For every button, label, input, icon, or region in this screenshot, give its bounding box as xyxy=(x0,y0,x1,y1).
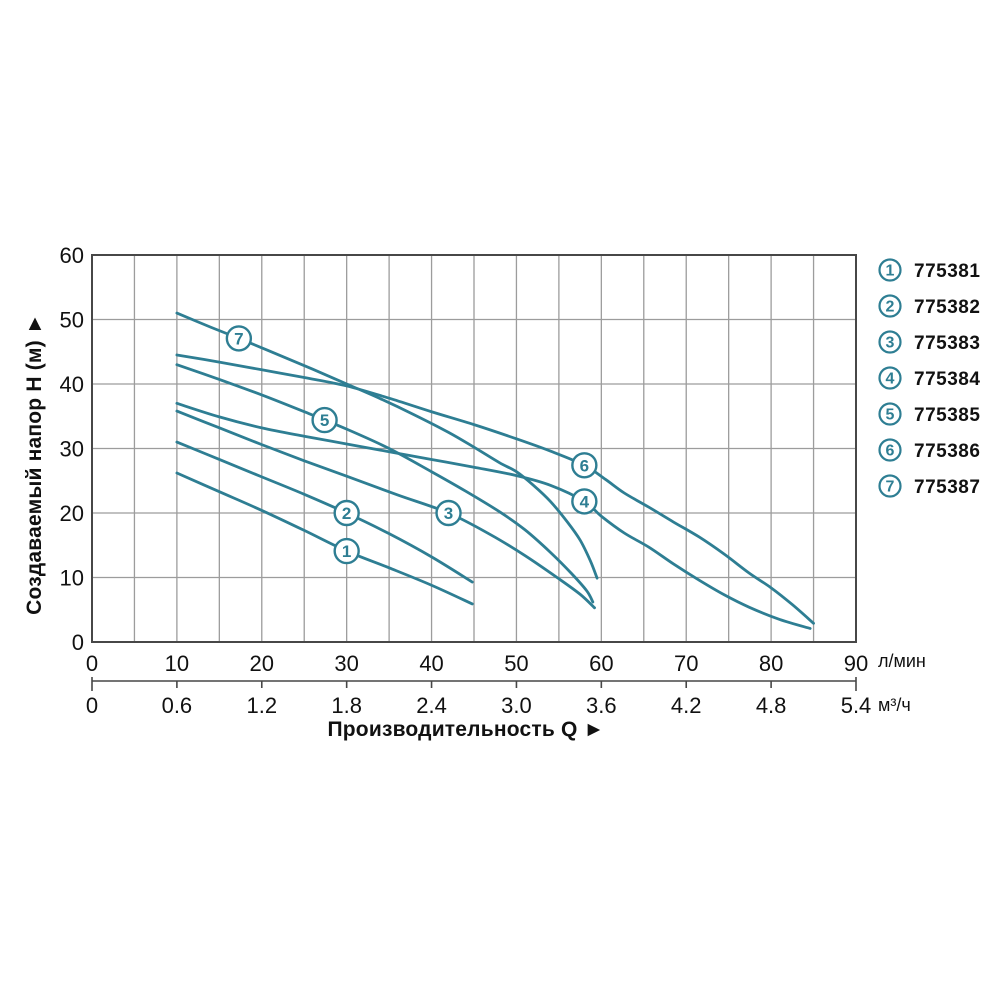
x-tick-0: 0 xyxy=(86,651,98,676)
y-tick-20: 20 xyxy=(60,501,84,526)
x-tick-20: 20 xyxy=(250,651,274,676)
legend-number-6: 6 xyxy=(886,443,895,460)
y-tick-30: 30 xyxy=(60,437,84,462)
legend-circle-2 xyxy=(878,294,902,318)
x2-tick-1.2: 1.2 xyxy=(246,693,277,718)
legend: 1 775381 2 775382 3 775383 4 775384 5 775385 6 7753… xyxy=(878,258,980,498)
legend-model-775387: 775387 xyxy=(914,477,980,498)
x-axis-title: Производительность Q ► xyxy=(327,718,605,741)
curve-label-circle-2 xyxy=(333,499,360,527)
curve-label-4: 4 xyxy=(571,488,598,515)
y-axis-ticks: 0 10 20 30 40 50 60 xyxy=(60,243,84,655)
curve-label-6: 6 xyxy=(571,452,598,479)
x-tick-60: 60 xyxy=(589,651,613,676)
x2-tick-3.0: 3.0 xyxy=(501,693,532,718)
legend-number-1: 1 xyxy=(886,263,895,280)
curve-775384 xyxy=(175,401,812,630)
curve-label-number-1: 1 xyxy=(342,542,351,561)
y-tick-10: 10 xyxy=(60,566,84,591)
legend-circle-3 xyxy=(878,330,902,354)
curve-775386 xyxy=(175,353,815,625)
legend-item-775382: 2 775382 xyxy=(878,294,980,318)
x-tick-90: 90 xyxy=(844,651,868,676)
curve-label-circle-6 xyxy=(571,452,598,479)
y-tick-50: 50 xyxy=(60,308,84,333)
x-axis-secondary-unit-label: м³/ч xyxy=(878,695,911,715)
x2-tick-0: 0 xyxy=(86,693,98,718)
legend-model-775386: 775386 xyxy=(914,441,980,462)
legend-model-775384: 775384 xyxy=(914,369,980,390)
x2-tick-0.6: 0.6 xyxy=(162,693,193,718)
curve-label-2: 2 xyxy=(333,499,360,527)
curve-label-number-7: 7 xyxy=(234,329,243,348)
curve-label-circle-3 xyxy=(435,499,462,527)
curve-775381 xyxy=(175,471,474,606)
x-tick-30: 30 xyxy=(334,651,358,676)
legend-circle-5 xyxy=(878,402,902,426)
legend-number-2: 2 xyxy=(886,299,895,316)
x2-tick-1.8: 1.8 xyxy=(331,693,362,718)
curve-label-number-4: 4 xyxy=(580,492,590,511)
curve-label-circle-4 xyxy=(571,488,598,515)
curves xyxy=(175,311,815,630)
x2-tick-2.4: 2.4 xyxy=(416,693,447,718)
x2-tick-4.2: 4.2 xyxy=(671,693,702,718)
x-axis-primary-unit-label: л/мин xyxy=(878,651,926,671)
legend-model-775381: 775381 xyxy=(914,261,980,282)
curve-label-number-2: 2 xyxy=(342,504,351,523)
legend-item-775381: 1 775381 xyxy=(878,258,980,282)
curve-775383 xyxy=(175,409,596,610)
plot-border xyxy=(91,254,857,643)
x-axis-primary-ticks: 0 10 20 30 40 50 60 70 80 90 xyxy=(86,651,868,676)
curve-775382 xyxy=(175,440,474,584)
x-tick-50: 50 xyxy=(504,651,528,676)
legend-circle-4 xyxy=(878,366,902,390)
legend-circle-1 xyxy=(878,258,902,282)
y-tick-0: 0 xyxy=(72,630,84,655)
curve-label-circle-7 xyxy=(225,325,253,352)
curve-label-number-3: 3 xyxy=(444,504,453,523)
x-tick-40: 40 xyxy=(419,651,443,676)
legend-number-3: 3 xyxy=(886,335,895,352)
curve-label-7: 7 xyxy=(225,325,253,352)
curve-label-circle-5 xyxy=(311,406,338,434)
legend-circle-7 xyxy=(878,474,902,498)
y-tick-40: 40 xyxy=(60,372,84,397)
curve-775385 xyxy=(175,363,595,604)
legend-model-775385: 775385 xyxy=(914,405,980,426)
legend-number-7: 7 xyxy=(886,479,895,496)
grid xyxy=(92,255,856,642)
x-tick-80: 80 xyxy=(759,651,783,676)
curve-label-number-6: 6 xyxy=(580,456,589,475)
y-tick-60: 60 xyxy=(60,243,84,268)
x-tick-10: 10 xyxy=(165,651,189,676)
curve-label-5: 5 xyxy=(311,406,338,434)
curve-label-1: 1 xyxy=(333,537,360,565)
curve-label-number-5: 5 xyxy=(320,411,329,430)
x2-tick-3.6: 3.6 xyxy=(586,693,617,718)
legend-model-775383: 775383 xyxy=(914,333,980,354)
x2-tick-5.4: 5.4 xyxy=(841,693,872,718)
legend-model-775382: 775382 xyxy=(914,297,980,318)
y-axis-title: Создаваемый напор Н (м) ► xyxy=(23,313,46,615)
curve-label-circle-1 xyxy=(333,537,360,565)
curve-775387 xyxy=(175,311,599,580)
legend-item-775387: 7 775387 xyxy=(878,474,980,498)
legend-number-4: 4 xyxy=(886,371,895,388)
x-tick-70: 70 xyxy=(674,651,698,676)
legend-circle-6 xyxy=(878,438,902,462)
x2-tick-4.8: 4.8 xyxy=(756,693,787,718)
legend-number-5: 5 xyxy=(886,407,895,424)
legend-item-775384: 4 775384 xyxy=(878,366,980,390)
x-axis-secondary-ticks: 0 0.6 1.2 1.8 2.4 3.0 3.6 4.2 4.8 5.4 xyxy=(86,693,871,718)
secondary-axis xyxy=(91,677,857,691)
legend-item-775385: 5 775385 xyxy=(878,402,980,426)
legend-item-775383: 3 775383 xyxy=(878,330,980,354)
curve-label-3: 3 xyxy=(435,499,462,527)
legend-item-775386: 6 775386 xyxy=(878,438,980,462)
